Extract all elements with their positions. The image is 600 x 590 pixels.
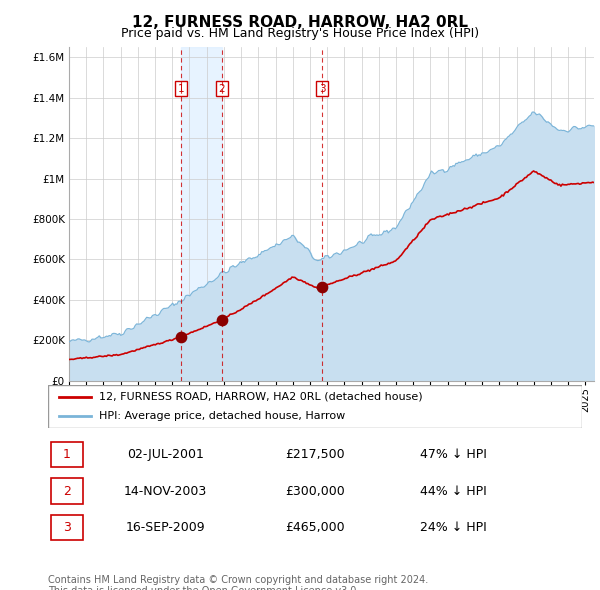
FancyBboxPatch shape — [50, 515, 83, 540]
FancyBboxPatch shape — [50, 442, 83, 467]
Text: 12, FURNESS ROAD, HARROW, HA2 0RL: 12, FURNESS ROAD, HARROW, HA2 0RL — [132, 15, 468, 30]
Text: 1: 1 — [63, 448, 71, 461]
Point — [176, 332, 185, 342]
Text: 1: 1 — [178, 84, 184, 94]
Text: £300,000: £300,000 — [285, 485, 345, 498]
FancyBboxPatch shape — [50, 478, 83, 504]
Text: Price paid vs. HM Land Registry's House Price Index (HPI): Price paid vs. HM Land Registry's House … — [121, 27, 479, 40]
Point — [217, 315, 226, 324]
Text: 12, FURNESS ROAD, HARROW, HA2 0RL (detached house): 12, FURNESS ROAD, HARROW, HA2 0RL (detac… — [99, 392, 422, 402]
Point — [317, 282, 327, 291]
Text: £217,500: £217,500 — [285, 448, 345, 461]
Text: 44% ↓ HPI: 44% ↓ HPI — [421, 485, 487, 498]
Text: HPI: Average price, detached house, Harrow: HPI: Average price, detached house, Harr… — [99, 411, 345, 421]
Text: 47% ↓ HPI: 47% ↓ HPI — [421, 448, 487, 461]
FancyBboxPatch shape — [48, 385, 582, 428]
Text: £465,000: £465,000 — [285, 522, 345, 535]
Text: 2: 2 — [218, 84, 225, 94]
Text: 24% ↓ HPI: 24% ↓ HPI — [421, 522, 487, 535]
Text: Contains HM Land Registry data © Crown copyright and database right 2024.
This d: Contains HM Land Registry data © Crown c… — [48, 575, 428, 590]
Text: 2: 2 — [63, 485, 71, 498]
Text: 3: 3 — [319, 84, 326, 94]
Text: 16-SEP-2009: 16-SEP-2009 — [125, 522, 205, 535]
Text: 14-NOV-2003: 14-NOV-2003 — [124, 485, 207, 498]
Bar — [181, 47, 221, 381]
Text: 02-JUL-2001: 02-JUL-2001 — [127, 448, 204, 461]
Text: 3: 3 — [63, 522, 71, 535]
